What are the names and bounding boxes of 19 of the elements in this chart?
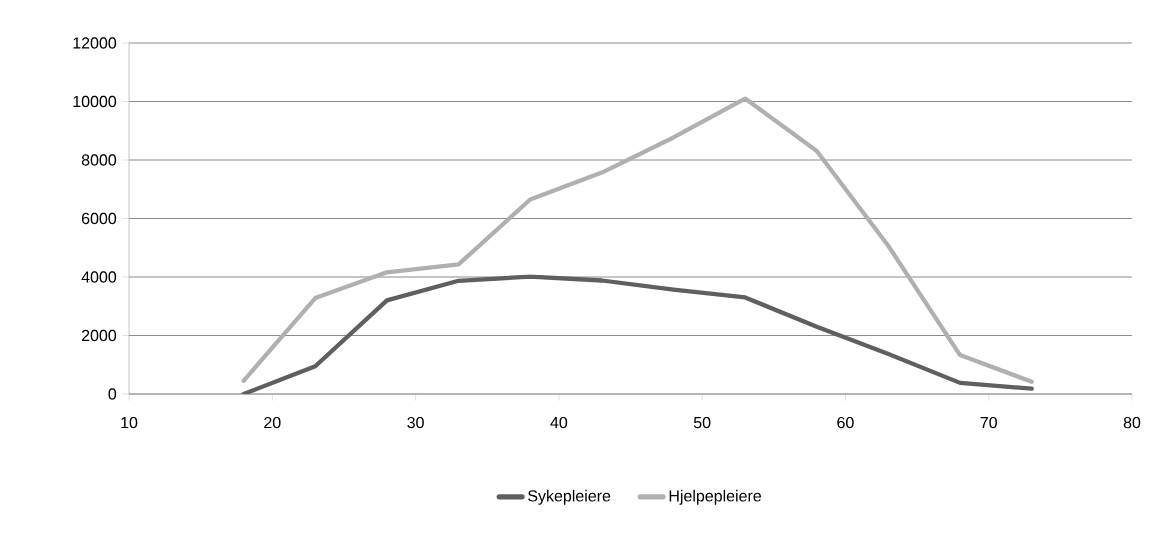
line-series: [241, 274, 1034, 394]
y-tick-label: 12000: [73, 37, 117, 49]
x-tick-label: 40: [550, 416, 568, 429]
y-tick-label: 4000: [81, 271, 117, 283]
line-series: [241, 96, 1034, 384]
x-tick-label: 10: [121, 416, 138, 429]
x-tick-label: 30: [407, 416, 424, 429]
legend-label: Sykepleiere: [528, 489, 611, 505]
x-tick-label: 70: [980, 416, 997, 429]
legend-label: Hjelpepleiere: [669, 489, 762, 505]
y-tick-label: 2000: [81, 329, 117, 342]
y-tick-label: 0: [108, 388, 117, 400]
x-tick-label: 50: [693, 416, 711, 429]
x-tick-label: 60: [837, 416, 854, 429]
y-tick-label: 10000: [73, 95, 117, 108]
x-tick-label: 20: [264, 416, 281, 429]
y-tick-label: 8000: [81, 154, 117, 166]
y-tick-label: 6000: [81, 212, 117, 225]
x-tick-label: 80: [1123, 416, 1141, 429]
